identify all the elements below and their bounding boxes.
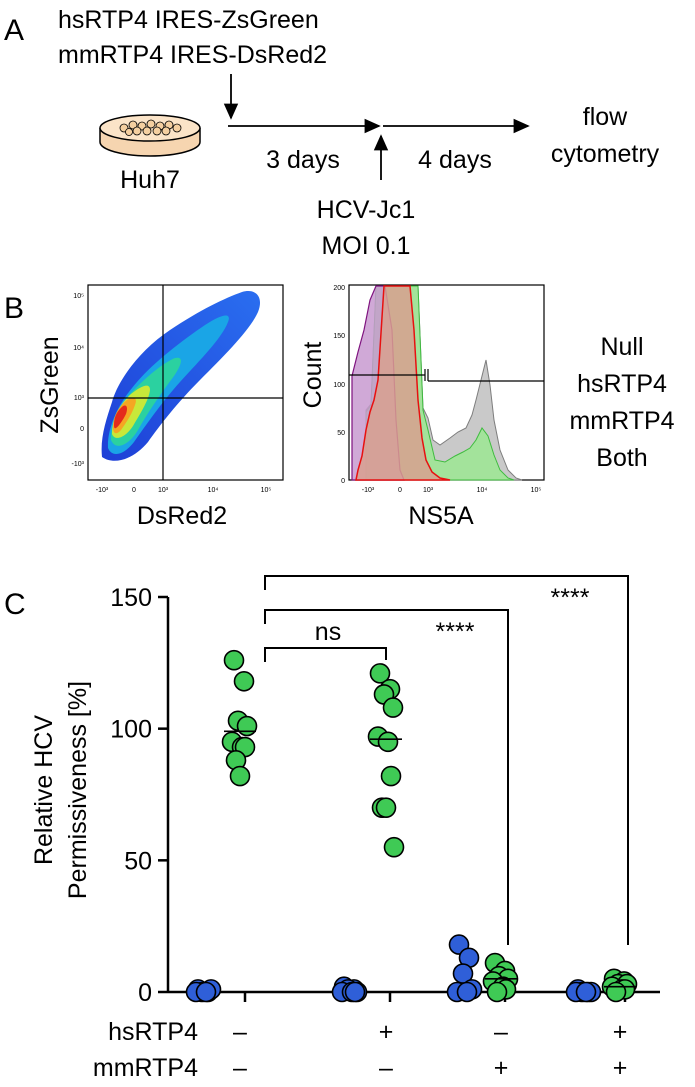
histogram-y-tick: 50 xyxy=(337,430,345,437)
duration-1-label: 3 days xyxy=(266,146,340,174)
density-xlabel: DsRed2 xyxy=(137,502,227,530)
density-y-tick: 10³ xyxy=(74,395,85,402)
blue-data-point xyxy=(575,981,597,1003)
significance-label: **** xyxy=(436,618,475,646)
permissiveness-scatter-chart: 0 50 100 150 ns **** **** hsRTP4 – + – + mmRTP4 – – + + xyxy=(93,575,660,1082)
panel-b-label: B xyxy=(4,292,24,325)
density-x-tick: 10³ xyxy=(158,487,169,494)
density-y-ticks: 10⁵ 10⁴ 10³ 0 -10³ xyxy=(72,293,85,468)
histogram-ylabel: Count xyxy=(299,342,327,409)
green-data-point xyxy=(375,797,397,818)
histogram-legend: Null hsRTP4 mmRTP4 Both xyxy=(569,333,674,472)
histogram-x-tick: -10³ xyxy=(362,487,375,494)
readout-label-2: cytometry xyxy=(551,140,660,168)
legend-mmrtp4: mmRTP4 xyxy=(569,407,674,435)
green-data-point xyxy=(233,670,255,692)
green-data-point xyxy=(486,981,508,1003)
green-data-point xyxy=(369,663,391,684)
panel-c-label: C xyxy=(4,588,26,621)
density-x-tick: 10⁵ xyxy=(261,487,272,494)
green-data-point xyxy=(380,765,402,787)
green-data-point xyxy=(223,649,245,671)
histogram-x-tick: 10⁴ xyxy=(477,487,488,494)
condition-row-label: hsRTP4 xyxy=(108,1018,198,1046)
significance-label: **** xyxy=(551,584,590,612)
blue-data-point xyxy=(195,981,217,1003)
density-x-ticks: -10³ 0 10³ 10⁴ 10⁵ xyxy=(96,487,272,494)
y-tick-label: 50 xyxy=(124,847,152,875)
density-x-tick: 10⁴ xyxy=(208,487,219,494)
green-data-point xyxy=(229,765,251,787)
panel-c: C Relative HCV Permissiveness [%] 0 50 100… xyxy=(4,575,660,1082)
histogram-y-tick: 150 xyxy=(333,333,345,340)
condition-sign: + xyxy=(379,1018,394,1046)
histogram-y-tick: 100 xyxy=(333,382,345,389)
y-tick-label: 100 xyxy=(110,716,152,744)
scatter-ylabel-line-1: Relative HCV xyxy=(30,715,58,865)
ns5a-histogram: -10³ 0 10³ 10⁴ 10⁵ 200 150 100 50 0 NS5A… xyxy=(299,284,545,530)
condition-sign: + xyxy=(494,1054,509,1082)
histogram-y-tick: 0 xyxy=(341,478,345,485)
green-data-point xyxy=(382,697,404,718)
construct-1-label: hsRTP4 IRES-ZsGreen xyxy=(58,6,319,34)
blue-data-point xyxy=(456,981,478,1003)
density-x-tick: -10³ xyxy=(96,487,109,494)
significance-bracket xyxy=(264,647,387,662)
construct-2-label: mmRTP4 IRES-DsRed2 xyxy=(58,41,327,69)
condition-sign: + xyxy=(613,1018,628,1046)
condition-row-label: mmRTP4 xyxy=(93,1054,198,1082)
green-data-point xyxy=(605,981,627,1003)
histogram-mmrtp4 xyxy=(355,285,451,481)
y-tick-label: 150 xyxy=(110,584,152,612)
histogram-x-ticks: -10³ 0 10³ 10⁴ 10⁵ xyxy=(362,487,542,494)
blue-data-point xyxy=(344,981,366,1003)
green-data-point xyxy=(383,836,405,858)
density-ylabel: ZsGreen xyxy=(36,336,64,433)
panel-b: B -10³ 0 10³ 10⁴ 10⁵ 10⁵ xyxy=(4,284,675,530)
condition-sign: + xyxy=(613,1054,628,1082)
density-cloud xyxy=(101,291,261,461)
moi-label: MOI 0.1 xyxy=(322,232,411,260)
histogram-y-tick: 200 xyxy=(333,285,345,292)
density-x-tick: 0 xyxy=(132,487,136,494)
cell-line-label: Huh7 xyxy=(120,166,180,194)
histogram-y-ticks: 200 150 100 50 0 xyxy=(333,285,345,485)
panel-a-label: A xyxy=(4,14,24,47)
histogram-x-tick: 10³ xyxy=(423,487,434,494)
condition-sign: – xyxy=(233,1054,247,1082)
readout-label-1: flow xyxy=(583,103,628,131)
density-y-tick: 0 xyxy=(80,426,84,433)
y-tick-label: 0 xyxy=(138,979,152,1007)
significance-label: ns xyxy=(315,618,341,646)
panel-a: A hsRTP4 IRES-ZsGreen mmRTP4 IRES-DsRed2… xyxy=(4,6,660,260)
density-y-tick: 10⁵ xyxy=(73,293,84,300)
histogram-xlabel: NS5A xyxy=(408,502,474,530)
histogram-x-tick: 10⁵ xyxy=(531,487,542,494)
significance-bracket xyxy=(264,609,509,945)
density-y-tick: 10⁴ xyxy=(73,345,84,352)
condition-sign: – xyxy=(494,1018,508,1046)
condition-sign: – xyxy=(379,1054,393,1082)
scatter-ylabel-line-2: Permissiveness [%] xyxy=(64,681,92,899)
green-data-point xyxy=(236,715,258,737)
legend-null: Null xyxy=(600,333,643,361)
green-data-point xyxy=(377,731,399,753)
petri-dish-icon xyxy=(99,114,201,157)
histogram-x-tick: 0 xyxy=(398,487,402,494)
density-plot: -10³ 0 10³ 10⁴ 10⁵ 10⁵ 10⁴ 10³ 0 -10³ Ds… xyxy=(36,284,284,530)
density-y-tick: -10³ xyxy=(72,461,85,468)
condition-sign: – xyxy=(233,1018,247,1046)
virus-label: HCV-Jc1 xyxy=(317,196,416,224)
legend-hsrtp4: hsRTP4 xyxy=(577,370,667,398)
duration-2-label: 4 days xyxy=(418,146,492,174)
significance-bracket xyxy=(264,575,629,945)
legend-both: Both xyxy=(596,444,647,472)
